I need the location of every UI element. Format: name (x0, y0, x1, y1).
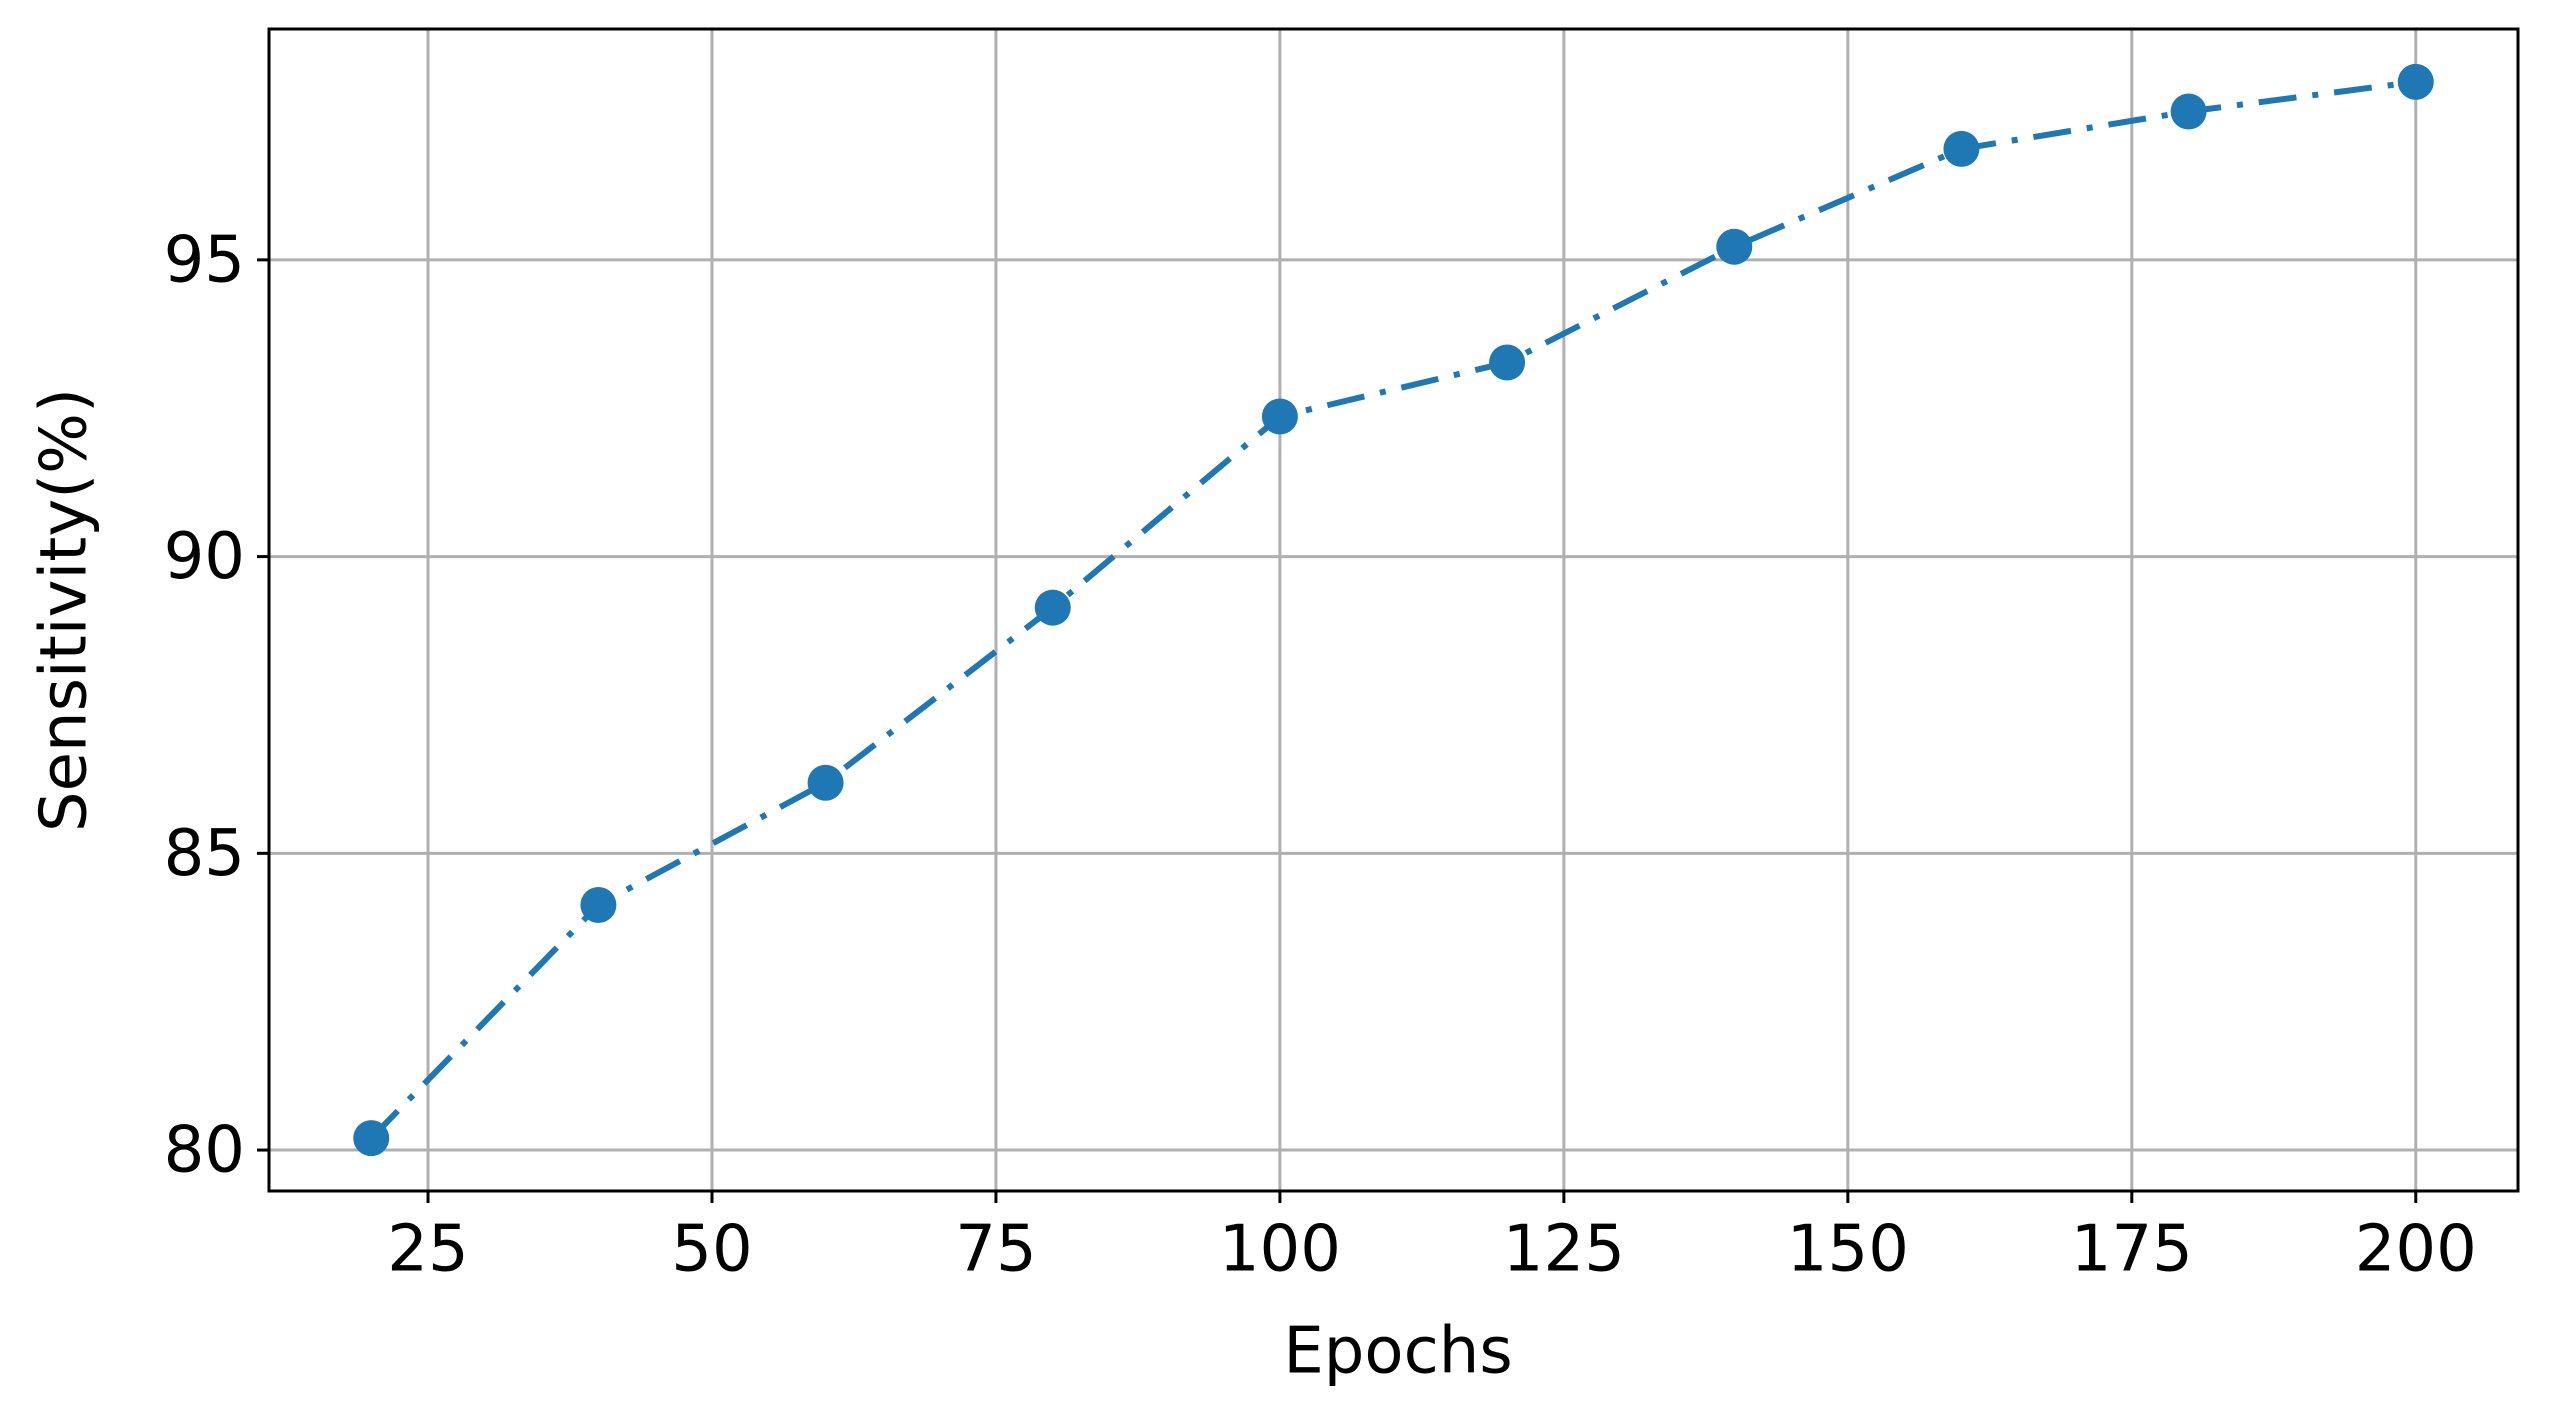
marker (1034, 589, 1071, 626)
x-tick-label: 200 (2355, 1213, 2477, 1287)
marker (1261, 398, 1298, 435)
marker (2170, 93, 2207, 130)
x-tick-label: 25 (387, 1213, 468, 1287)
y-axis-label: Sensitivity(%) (28, 388, 102, 832)
plot-frame (267, 27, 2520, 1193)
marker (353, 1120, 390, 1157)
y-tick-label: 90 (164, 520, 245, 594)
marker (1943, 130, 1980, 167)
y-tick-label: 85 (164, 817, 245, 891)
x-tick-label: 50 (671, 1213, 752, 1287)
marker (1489, 344, 1526, 381)
marker (2397, 63, 2434, 100)
x-tick-label: 150 (1787, 1213, 1909, 1287)
x-tick-label: 125 (1503, 1213, 1625, 1287)
marker (1716, 228, 1753, 265)
x-tick-label: 75 (955, 1213, 1036, 1287)
line (369, 78, 2417, 1141)
x-tick-label: 100 (1219, 1213, 1341, 1287)
y-tick-label: 80 (164, 1114, 245, 1188)
y-tick-label: 95 (164, 223, 245, 297)
marker (807, 764, 844, 801)
x-tick-label: 175 (2071, 1213, 2193, 1287)
x-axis-label: Epochs (1283, 1315, 1512, 1389)
marker (580, 886, 617, 923)
